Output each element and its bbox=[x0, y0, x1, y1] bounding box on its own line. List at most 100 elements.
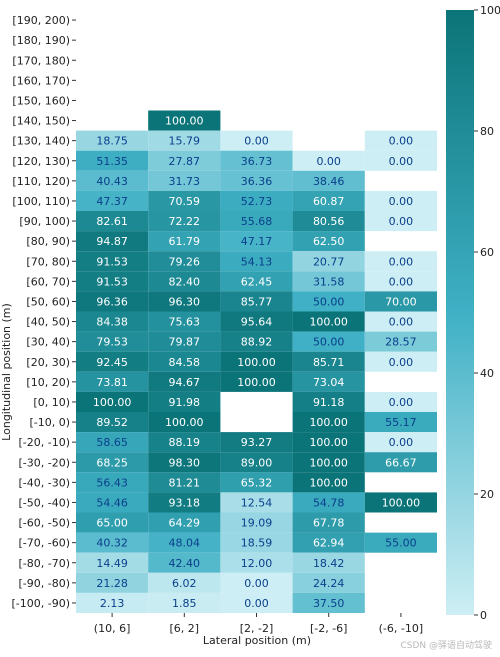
heatmap-cell bbox=[148, 432, 221, 453]
cell-value-label: 100.00 bbox=[237, 356, 276, 369]
cell-value-label: 36.36 bbox=[241, 175, 273, 188]
y-tick-label: [180, 190) bbox=[12, 34, 70, 47]
cell-value-label: 55.68 bbox=[241, 215, 273, 228]
cell-value-label: 79.53 bbox=[96, 336, 128, 349]
cell-value-label: 98.30 bbox=[169, 456, 201, 469]
y-tick-label: [140, 150) bbox=[12, 115, 70, 128]
cell-value-label: 79.26 bbox=[169, 255, 201, 268]
y-tick-labels: [190, 200) [180, 190) [170, 180) [160, 170)… bbox=[11, 14, 76, 610]
cell-value-label: 47.17 bbox=[241, 235, 273, 248]
heatmap-cell bbox=[220, 512, 293, 533]
heatmap-cell bbox=[76, 150, 149, 171]
cell-value-label: 64.29 bbox=[169, 517, 201, 530]
heatmap-cell bbox=[364, 190, 437, 211]
cell-value-label: 62.94 bbox=[313, 537, 345, 550]
heatmap-cell bbox=[292, 170, 365, 191]
heatmap-cell bbox=[76, 532, 149, 553]
cell-value-label: 0.00 bbox=[389, 255, 414, 268]
x-tick-label: [6, 2] bbox=[170, 622, 200, 635]
cell-value-label: 93.18 bbox=[169, 496, 201, 509]
cell-value-label: 85.71 bbox=[313, 356, 345, 369]
heatmap-cell bbox=[220, 150, 293, 171]
cell-value-label: 36.73 bbox=[241, 155, 273, 168]
heatmap-cell bbox=[364, 311, 437, 332]
heatmap-cell bbox=[76, 572, 149, 593]
heatmap-cell bbox=[292, 211, 365, 232]
heatmap-cell bbox=[76, 452, 149, 473]
cell-value-label: 15.79 bbox=[169, 135, 201, 148]
heatmap-cell bbox=[292, 512, 365, 533]
cell-value-label: 65.00 bbox=[96, 517, 128, 530]
cell-value-label: 62.45 bbox=[241, 275, 273, 288]
y-tick-label: [-80, -70) bbox=[18, 557, 70, 570]
heatmap-cell bbox=[76, 211, 149, 232]
cell-value-label: 31.58 bbox=[313, 275, 345, 288]
cell-value-label: 0.00 bbox=[316, 155, 341, 168]
y-tick-label: [-20, -10) bbox=[18, 436, 70, 449]
heatmap-cell bbox=[220, 351, 293, 372]
cell-value-label: 18.42 bbox=[313, 557, 345, 570]
heatmap-cell bbox=[292, 291, 365, 312]
colorbar bbox=[446, 10, 474, 615]
y-tick-label: [-10, 0) bbox=[29, 416, 70, 429]
y-tick-label: [-50, -40) bbox=[18, 496, 70, 509]
heatmap-cell bbox=[76, 130, 149, 151]
cell-value-label: 100.00 bbox=[93, 396, 132, 409]
heatmap-cell bbox=[364, 291, 437, 312]
cell-value-label: 20.77 bbox=[313, 255, 345, 268]
cell-value-label: 72.22 bbox=[169, 215, 201, 228]
heatmap-cell bbox=[292, 271, 365, 292]
y-tick-label: [30, 40) bbox=[26, 336, 70, 349]
heatmap-cell bbox=[292, 432, 365, 453]
cell-value-label: 88.92 bbox=[241, 336, 273, 349]
heatmap-cell bbox=[364, 331, 437, 352]
cell-value-label: 89.00 bbox=[241, 456, 273, 469]
heatmap-cell bbox=[148, 532, 221, 553]
heatmap-cell bbox=[76, 592, 149, 613]
cell-value-label: 92.45 bbox=[96, 356, 128, 369]
cell-value-label: 2.13 bbox=[100, 597, 125, 610]
y-tick-label: [-70, -60) bbox=[18, 537, 70, 550]
heatmap-cell bbox=[148, 412, 221, 433]
heatmap-cell bbox=[76, 412, 149, 433]
heatmap-cell bbox=[220, 291, 293, 312]
heatmap-cell bbox=[220, 452, 293, 473]
cell-value-label: 6.02 bbox=[172, 577, 197, 590]
x-tick-label: [2, -2] bbox=[240, 622, 274, 635]
cell-value-label: 100.00 bbox=[309, 316, 348, 329]
x-tick-label: (10, 6] bbox=[94, 622, 131, 635]
heatmap-cell bbox=[76, 552, 149, 573]
cell-value-label: 48.04 bbox=[169, 537, 201, 550]
y-tick-label: [0, 10) bbox=[33, 396, 70, 409]
heatmap-cell bbox=[220, 231, 293, 252]
heatmap-cell bbox=[292, 231, 365, 252]
colorbar-tick-label: 100 bbox=[480, 4, 500, 17]
cell-value-label: 70.59 bbox=[169, 195, 201, 208]
cell-value-label: 91.18 bbox=[313, 396, 345, 409]
y-tick-label: [130, 140) bbox=[12, 135, 70, 148]
cell-value-label: 94.87 bbox=[96, 235, 128, 248]
heatmap-cell bbox=[292, 412, 365, 433]
y-tick-label: [20, 30) bbox=[26, 356, 70, 369]
y-tick-label: [120, 130) bbox=[12, 155, 70, 168]
heatmap-cell bbox=[148, 331, 221, 352]
cell-value-label: 37.50 bbox=[313, 597, 345, 610]
y-tick-label: [60, 70) bbox=[26, 275, 70, 288]
cell-value-label: 0.00 bbox=[389, 135, 414, 148]
heatmap-cell bbox=[220, 592, 293, 613]
cell-value-label: 100.00 bbox=[309, 436, 348, 449]
heatmap-cell bbox=[148, 150, 221, 171]
cell-value-label: 82.40 bbox=[169, 275, 201, 288]
heatmap-cell bbox=[148, 391, 221, 412]
heatmap-cell bbox=[148, 251, 221, 272]
cell-value-label: 80.56 bbox=[313, 215, 345, 228]
heatmap-cell bbox=[148, 351, 221, 372]
heatmap-cell bbox=[220, 572, 293, 593]
heatmap-cell bbox=[148, 472, 221, 493]
heatmap-cell bbox=[148, 231, 221, 252]
heatmap-cell bbox=[220, 190, 293, 211]
watermark-text: CSDN @驿语自动驾驶 bbox=[400, 641, 492, 651]
cell-value-label: 0.00 bbox=[389, 155, 414, 168]
y-tick-label: [100, 110) bbox=[12, 195, 70, 208]
colorbar-tick-label: 0 bbox=[480, 609, 487, 622]
